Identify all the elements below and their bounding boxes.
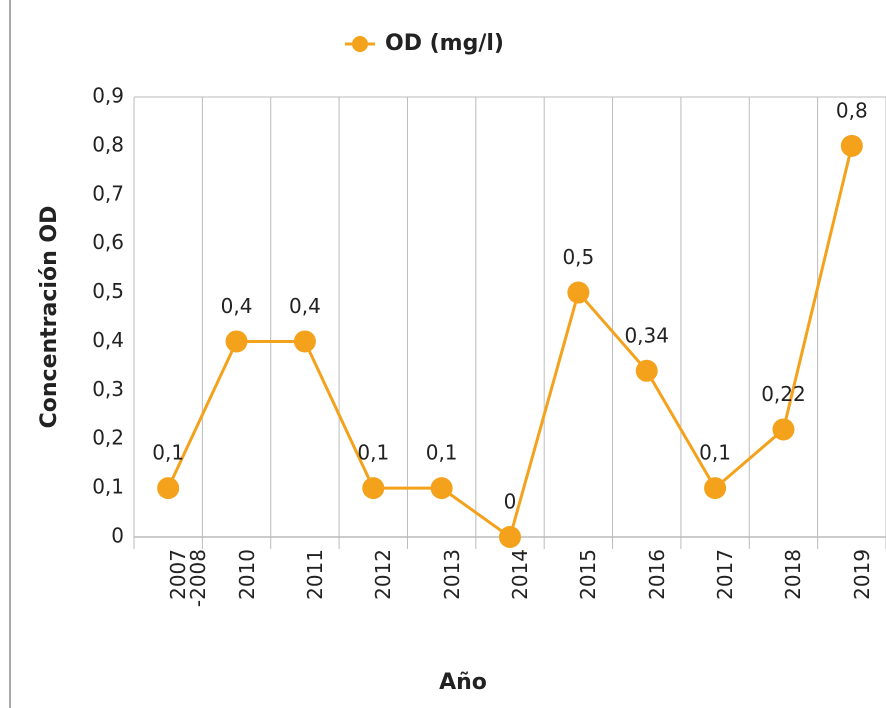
data-label: 0,1 bbox=[357, 441, 389, 465]
data-label: 0,5 bbox=[562, 245, 594, 269]
x-tick-label: 2014 bbox=[507, 549, 532, 600]
data-label: 0,34 bbox=[624, 323, 669, 347]
data-label: 0,22 bbox=[761, 382, 806, 406]
point bbox=[157, 477, 180, 500]
data-label: 0,1 bbox=[152, 441, 184, 465]
y-tick-label: 0,1 bbox=[92, 475, 124, 499]
x-tick-label: 2007 -2008 bbox=[166, 549, 211, 608]
data-label: 0,1 bbox=[699, 441, 731, 465]
x-tick-label: 2016 bbox=[644, 549, 669, 600]
y-tick-label: 0,8 bbox=[92, 132, 124, 156]
data-label: 0,4 bbox=[289, 294, 321, 318]
point bbox=[499, 526, 521, 548]
y-tick-label: 0,7 bbox=[92, 181, 124, 205]
y-tick-label: 0,9 bbox=[92, 84, 124, 108]
x-axis-title: Año bbox=[439, 670, 487, 695]
y-tick-label: 0,6 bbox=[92, 230, 124, 254]
data-label: 0,4 bbox=[221, 294, 253, 318]
point bbox=[430, 477, 453, 500]
y-tick-label: 0,3 bbox=[92, 377, 124, 401]
point bbox=[362, 477, 385, 500]
data-label: 0,1 bbox=[426, 441, 458, 465]
x-tick-label: 2010 bbox=[234, 549, 259, 600]
x-tick-label: 2015 bbox=[576, 549, 601, 600]
point bbox=[567, 281, 590, 304]
point bbox=[704, 477, 727, 500]
x-tick-label: 2019 bbox=[849, 549, 874, 600]
point bbox=[635, 359, 658, 382]
x-tick-label: 2013 bbox=[439, 549, 464, 600]
legend-marker bbox=[352, 36, 368, 52]
x-tick-label: 2011 bbox=[302, 549, 327, 600]
y-tick-label: 0,5 bbox=[92, 279, 124, 303]
y-tick-label: 0,4 bbox=[92, 328, 124, 352]
point bbox=[293, 330, 316, 353]
y-tick-label: 0 bbox=[111, 524, 124, 548]
legend-label: OD (mg/l) bbox=[385, 31, 504, 56]
y-tick-label: 0,2 bbox=[92, 426, 124, 450]
x-tick-label: 2012 bbox=[371, 549, 396, 600]
x-tick-label: 2017 bbox=[712, 549, 737, 600]
y-axis-title: Concentración OD bbox=[37, 206, 62, 429]
x-tick-label: 2018 bbox=[781, 549, 806, 600]
point bbox=[840, 134, 863, 157]
data-label: 0,8 bbox=[836, 98, 868, 122]
point bbox=[225, 330, 248, 353]
data-label: 0 bbox=[504, 490, 517, 514]
point bbox=[772, 418, 795, 441]
